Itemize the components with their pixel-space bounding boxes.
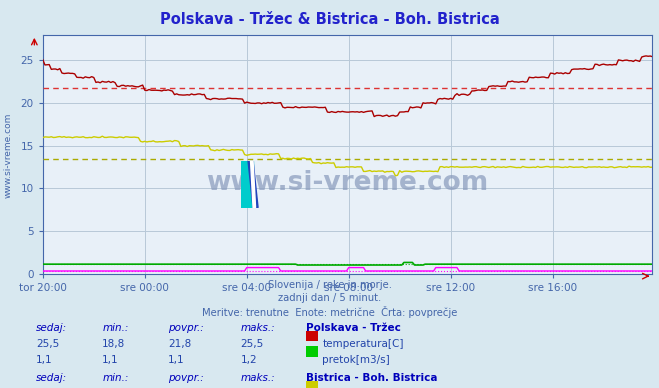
Text: 1,1: 1,1 bbox=[102, 355, 119, 365]
Text: 1,2: 1,2 bbox=[241, 355, 257, 365]
Text: sedaj:: sedaj: bbox=[36, 323, 67, 333]
Text: 25,5: 25,5 bbox=[36, 339, 59, 349]
Text: min.:: min.: bbox=[102, 373, 129, 383]
Text: 1,1: 1,1 bbox=[168, 355, 185, 365]
Text: 18,8: 18,8 bbox=[102, 339, 125, 349]
Text: min.:: min.: bbox=[102, 323, 129, 333]
Text: Polskava - Tržec: Polskava - Tržec bbox=[306, 323, 401, 333]
Polygon shape bbox=[241, 161, 253, 208]
Text: www.si-vreme.com: www.si-vreme.com bbox=[206, 170, 489, 196]
Polygon shape bbox=[248, 161, 258, 208]
Polygon shape bbox=[250, 161, 256, 208]
Text: temperatura[C]: temperatura[C] bbox=[322, 339, 404, 349]
Text: Slovenija / reke in morje.: Slovenija / reke in morje. bbox=[268, 280, 391, 290]
Text: zadnji dan / 5 minut.: zadnji dan / 5 minut. bbox=[278, 293, 381, 303]
Text: maks.:: maks.: bbox=[241, 373, 275, 383]
Text: sedaj:: sedaj: bbox=[36, 373, 67, 383]
Text: Meritve: trenutne  Enote: metrične  Črta: povprečje: Meritve: trenutne Enote: metrične Črta: … bbox=[202, 306, 457, 318]
Text: 1,1: 1,1 bbox=[36, 355, 53, 365]
Text: maks.:: maks.: bbox=[241, 323, 275, 333]
Text: 25,5: 25,5 bbox=[241, 339, 264, 349]
Text: povpr.:: povpr.: bbox=[168, 323, 204, 333]
Text: www.si-vreme.com: www.si-vreme.com bbox=[3, 113, 13, 198]
Text: Bistrica - Boh. Bistrica: Bistrica - Boh. Bistrica bbox=[306, 373, 438, 383]
Text: Polskava - Tržec & Bistrica - Boh. Bistrica: Polskava - Tržec & Bistrica - Boh. Bistr… bbox=[159, 12, 500, 28]
Text: povpr.:: povpr.: bbox=[168, 373, 204, 383]
Text: pretok[m3/s]: pretok[m3/s] bbox=[322, 355, 390, 365]
Text: 21,8: 21,8 bbox=[168, 339, 191, 349]
